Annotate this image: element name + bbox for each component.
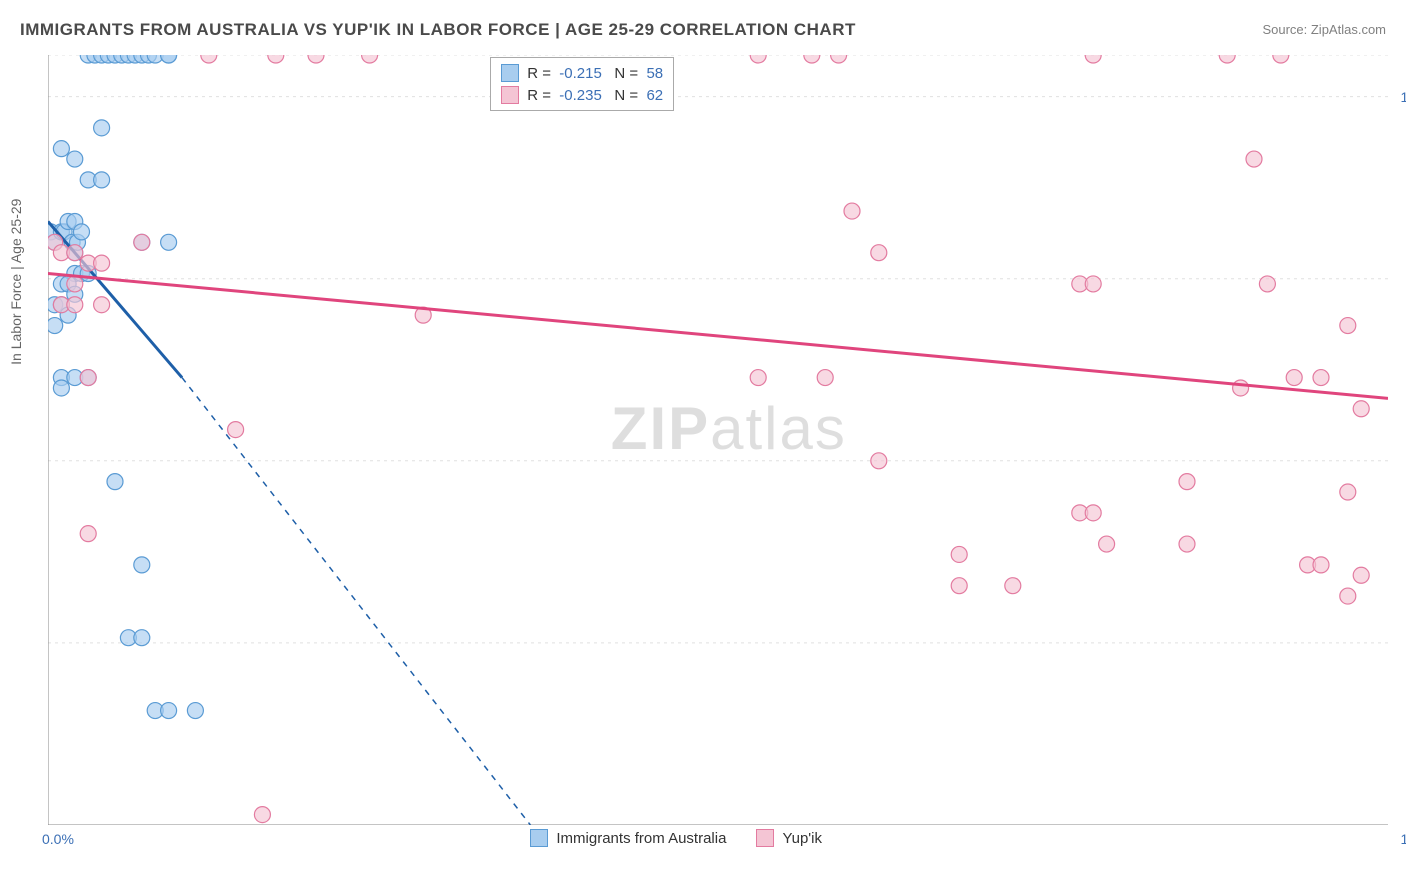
legend-row: R = -0.215 N = 58 bbox=[501, 62, 663, 84]
y-tick-label: 100.0% bbox=[1401, 89, 1406, 105]
legend-swatch bbox=[501, 86, 519, 104]
y-axis-label: In Labor Force | Age 25-29 bbox=[8, 199, 24, 365]
legend-stats: R = -0.215 N = 58 bbox=[527, 65, 663, 82]
legend-swatch bbox=[530, 829, 548, 847]
x-axis-max-label: 100.0% bbox=[1401, 831, 1406, 847]
legend-row: R = -0.235 N = 62 bbox=[501, 84, 663, 106]
source-attribution: Source: ZipAtlas.com bbox=[1262, 22, 1386, 37]
x-axis-min-label: 0.0% bbox=[42, 831, 74, 847]
chart-title: IMMIGRANTS FROM AUSTRALIA VS YUP'IK IN L… bbox=[20, 20, 856, 40]
series-name: Yup'ik bbox=[782, 830, 822, 847]
series-name: Immigrants from Australia bbox=[556, 830, 726, 847]
series-legend-item: Immigrants from Australia bbox=[530, 829, 726, 847]
legend-stats: R = -0.235 N = 62 bbox=[527, 87, 663, 104]
legend-swatch bbox=[501, 64, 519, 82]
correlation-chart: In Labor Force | Age 25-29 ZIPatlas R = … bbox=[48, 55, 1388, 825]
series-legend-item: Yup'ik bbox=[756, 829, 822, 847]
correlation-legend: R = -0.215 N = 58 R = -0.235 N = 62 bbox=[490, 57, 674, 111]
series-legend: Immigrants from Australia Yup'ik bbox=[530, 829, 822, 847]
legend-swatch bbox=[756, 829, 774, 847]
watermark: ZIPatlas bbox=[611, 394, 847, 463]
